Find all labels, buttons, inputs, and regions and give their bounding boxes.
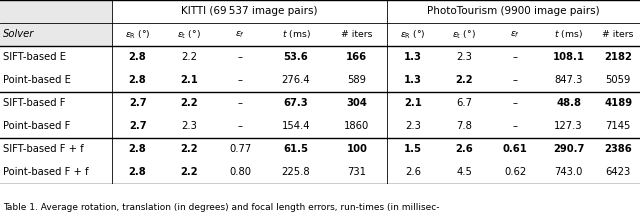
Text: $\epsilon_f$: $\epsilon_f$ <box>510 29 520 40</box>
Text: 225.8: 225.8 <box>282 167 310 177</box>
Text: KITTI (69 537 image pairs): KITTI (69 537 image pairs) <box>181 6 318 16</box>
Bar <box>0 23 112 46</box>
Text: Solver: Solver <box>3 29 35 40</box>
Text: 2.2: 2.2 <box>180 98 198 108</box>
Text: 2.1: 2.1 <box>180 75 198 85</box>
Text: 6423: 6423 <box>605 167 631 177</box>
Text: 2.7: 2.7 <box>129 98 147 108</box>
Text: 7145: 7145 <box>605 121 631 131</box>
Text: 2.8: 2.8 <box>129 52 147 62</box>
Text: 304: 304 <box>346 98 367 108</box>
Text: 108.1: 108.1 <box>553 52 585 62</box>
Text: PhotoTourism (9900 image pairs): PhotoTourism (9900 image pairs) <box>428 6 600 16</box>
Text: 731: 731 <box>348 167 366 177</box>
Text: 2.1: 2.1 <box>404 98 422 108</box>
Text: 61.5: 61.5 <box>284 144 308 154</box>
Text: 2.6: 2.6 <box>405 167 421 177</box>
Text: 2.6: 2.6 <box>455 144 473 154</box>
Text: 53.6: 53.6 <box>284 52 308 62</box>
Text: $\epsilon_\mathrm{t}\ (°)$: $\epsilon_\mathrm{t}\ (°)$ <box>452 28 476 41</box>
Text: 2386: 2386 <box>604 144 632 154</box>
Text: –: – <box>237 121 243 131</box>
Text: 2.8: 2.8 <box>129 144 147 154</box>
Text: # iters: # iters <box>341 30 372 39</box>
Text: 1.3: 1.3 <box>404 75 422 85</box>
Text: 0.62: 0.62 <box>504 167 526 177</box>
Text: $\epsilon_f$: $\epsilon_f$ <box>235 29 245 40</box>
Text: 743.0: 743.0 <box>554 167 583 177</box>
Text: –: – <box>513 75 518 85</box>
Text: –: – <box>237 52 243 62</box>
Text: 2.2: 2.2 <box>455 75 473 85</box>
Text: $\epsilon_\mathrm{R}\ (°)$: $\epsilon_\mathrm{R}\ (°)$ <box>400 28 426 41</box>
Text: 2.7: 2.7 <box>129 121 147 131</box>
Text: –: – <box>513 121 518 131</box>
Text: 2182: 2182 <box>604 52 632 62</box>
Text: 2.8: 2.8 <box>129 167 147 177</box>
Text: 4.5: 4.5 <box>456 167 472 177</box>
Text: 67.3: 67.3 <box>284 98 308 108</box>
Text: 2.3: 2.3 <box>405 121 420 131</box>
Text: SIFT-based F: SIFT-based F <box>3 98 66 108</box>
Text: 276.4: 276.4 <box>282 75 310 85</box>
Text: 154.4: 154.4 <box>282 121 310 131</box>
Text: SIFT-based F + f: SIFT-based F + f <box>3 144 84 154</box>
Text: 1860: 1860 <box>344 121 369 131</box>
Text: $\epsilon_\mathrm{R}\ (°)$: $\epsilon_\mathrm{R}\ (°)$ <box>125 28 150 41</box>
Text: –: – <box>513 52 518 62</box>
Text: Point-based F: Point-based F <box>3 121 70 131</box>
Text: $t\ \mathrm{(ms)}$: $t\ \mathrm{(ms)}$ <box>554 29 583 40</box>
Text: 0.80: 0.80 <box>229 167 251 177</box>
Bar <box>0 0 112 23</box>
Text: –: – <box>237 75 243 85</box>
Text: 48.8: 48.8 <box>556 98 581 108</box>
Text: Point-based E: Point-based E <box>3 75 71 85</box>
Text: Point-based F + f: Point-based F + f <box>3 167 89 177</box>
Text: 127.3: 127.3 <box>554 121 583 131</box>
Text: 0.77: 0.77 <box>229 144 251 154</box>
Text: 2.2: 2.2 <box>180 144 198 154</box>
Text: $\epsilon_\mathrm{t}\ (°)$: $\epsilon_\mathrm{t}\ (°)$ <box>177 28 201 41</box>
Text: # iters: # iters <box>602 30 634 39</box>
Text: 1.5: 1.5 <box>404 144 422 154</box>
Text: 589: 589 <box>348 75 366 85</box>
Text: 2.2: 2.2 <box>181 52 197 62</box>
Text: Table 1. Average rotation, translation (in degrees) and focal length errors, run: Table 1. Average rotation, translation (… <box>3 203 440 212</box>
Text: 2.8: 2.8 <box>129 75 147 85</box>
Text: 4189: 4189 <box>604 98 632 108</box>
Text: 2.3: 2.3 <box>181 121 196 131</box>
Text: 0.61: 0.61 <box>503 144 527 154</box>
Text: 2.2: 2.2 <box>180 167 198 177</box>
Text: –: – <box>237 98 243 108</box>
Text: 7.8: 7.8 <box>456 121 472 131</box>
Text: 166: 166 <box>346 52 367 62</box>
Text: SIFT-based E: SIFT-based E <box>3 52 66 62</box>
Text: 100: 100 <box>346 144 367 154</box>
Text: 5059: 5059 <box>605 75 631 85</box>
Text: 6.7: 6.7 <box>456 98 472 108</box>
Text: 847.3: 847.3 <box>554 75 583 85</box>
Text: –: – <box>513 98 518 108</box>
Text: 290.7: 290.7 <box>553 144 584 154</box>
Text: 2.3: 2.3 <box>456 52 472 62</box>
Text: 1.3: 1.3 <box>404 52 422 62</box>
Text: $t\ \mathrm{(ms)}$: $t\ \mathrm{(ms)}$ <box>282 29 310 40</box>
